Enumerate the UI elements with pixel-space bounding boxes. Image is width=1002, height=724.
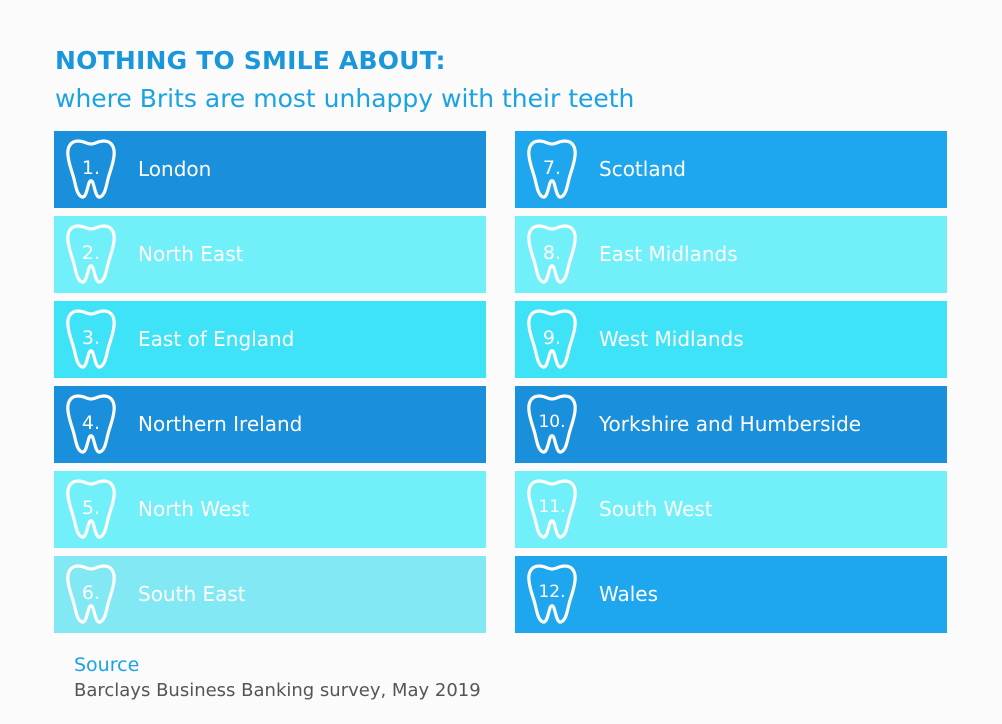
region-row: 10. Yorkshire and Humberside [515,386,947,463]
rank-number: 4. [81,412,101,434]
region-row: 12. Wales [515,556,947,633]
tooth-icon [525,222,579,286]
source-text: Barclays Business Banking survey, May 20… [74,680,481,701]
source-label: Source [74,654,140,676]
rank-number: 12. [538,582,566,602]
region-name: Northern Ireland [138,412,303,436]
region-name: West Midlands [599,327,744,351]
tooth-icon [64,222,118,286]
region-name: East of England [138,327,295,351]
page-subtitle: where Brits are most unhappy with their … [55,84,635,113]
tooth-icon [525,307,579,371]
rank-number: 5. [81,497,101,519]
region-row: 2. North East [54,216,486,293]
region-name: North West [138,497,250,521]
rank-number: 11. [538,497,566,517]
tooth-icon [64,392,118,456]
tooth-icon [525,137,579,201]
region-row: 3. East of England [54,301,486,378]
tooth-icon [64,137,118,201]
region-row: 1. London [54,131,486,208]
tooth-icon [525,477,579,541]
region-name: Wales [599,582,659,606]
tooth-icon [64,562,118,626]
tooth-icon [64,477,118,541]
page-title: NOTHING TO SMILE ABOUT: [55,46,446,75]
rank-number: 1. [81,157,101,179]
region-row: 4. Northern Ireland [54,386,486,463]
rank-number: 8. [542,242,562,264]
tooth-icon [64,307,118,371]
tooth-icon [525,562,579,626]
tooth-icon [525,392,579,456]
rank-number: 9. [542,327,562,349]
region-row: 11. South West [515,471,947,548]
rank-number: 3. [81,327,101,349]
region-name: East Midlands [599,242,738,266]
rank-number: 7. [542,157,562,179]
rank-number: 2. [81,242,101,264]
region-name: North East [138,242,244,266]
region-row: 8. East Midlands [515,216,947,293]
region-row: 9. West Midlands [515,301,947,378]
left-column: 1. London 2. North East 3. East of Engla… [54,131,486,633]
rank-number: 6. [81,582,101,604]
region-name: Yorkshire and Humberside [599,412,862,436]
region-row: 7. Scotland [515,131,947,208]
region-row: 5. North West [54,471,486,548]
region-row: 6. South East [54,556,486,633]
region-name: Scotland [599,157,686,181]
right-column: 7. Scotland 8. East Midlands 9. West Mid… [515,131,947,633]
region-name: South East [138,582,246,606]
region-name: South West [599,497,713,521]
region-name: London [138,157,212,181]
rank-number: 10. [538,412,566,432]
